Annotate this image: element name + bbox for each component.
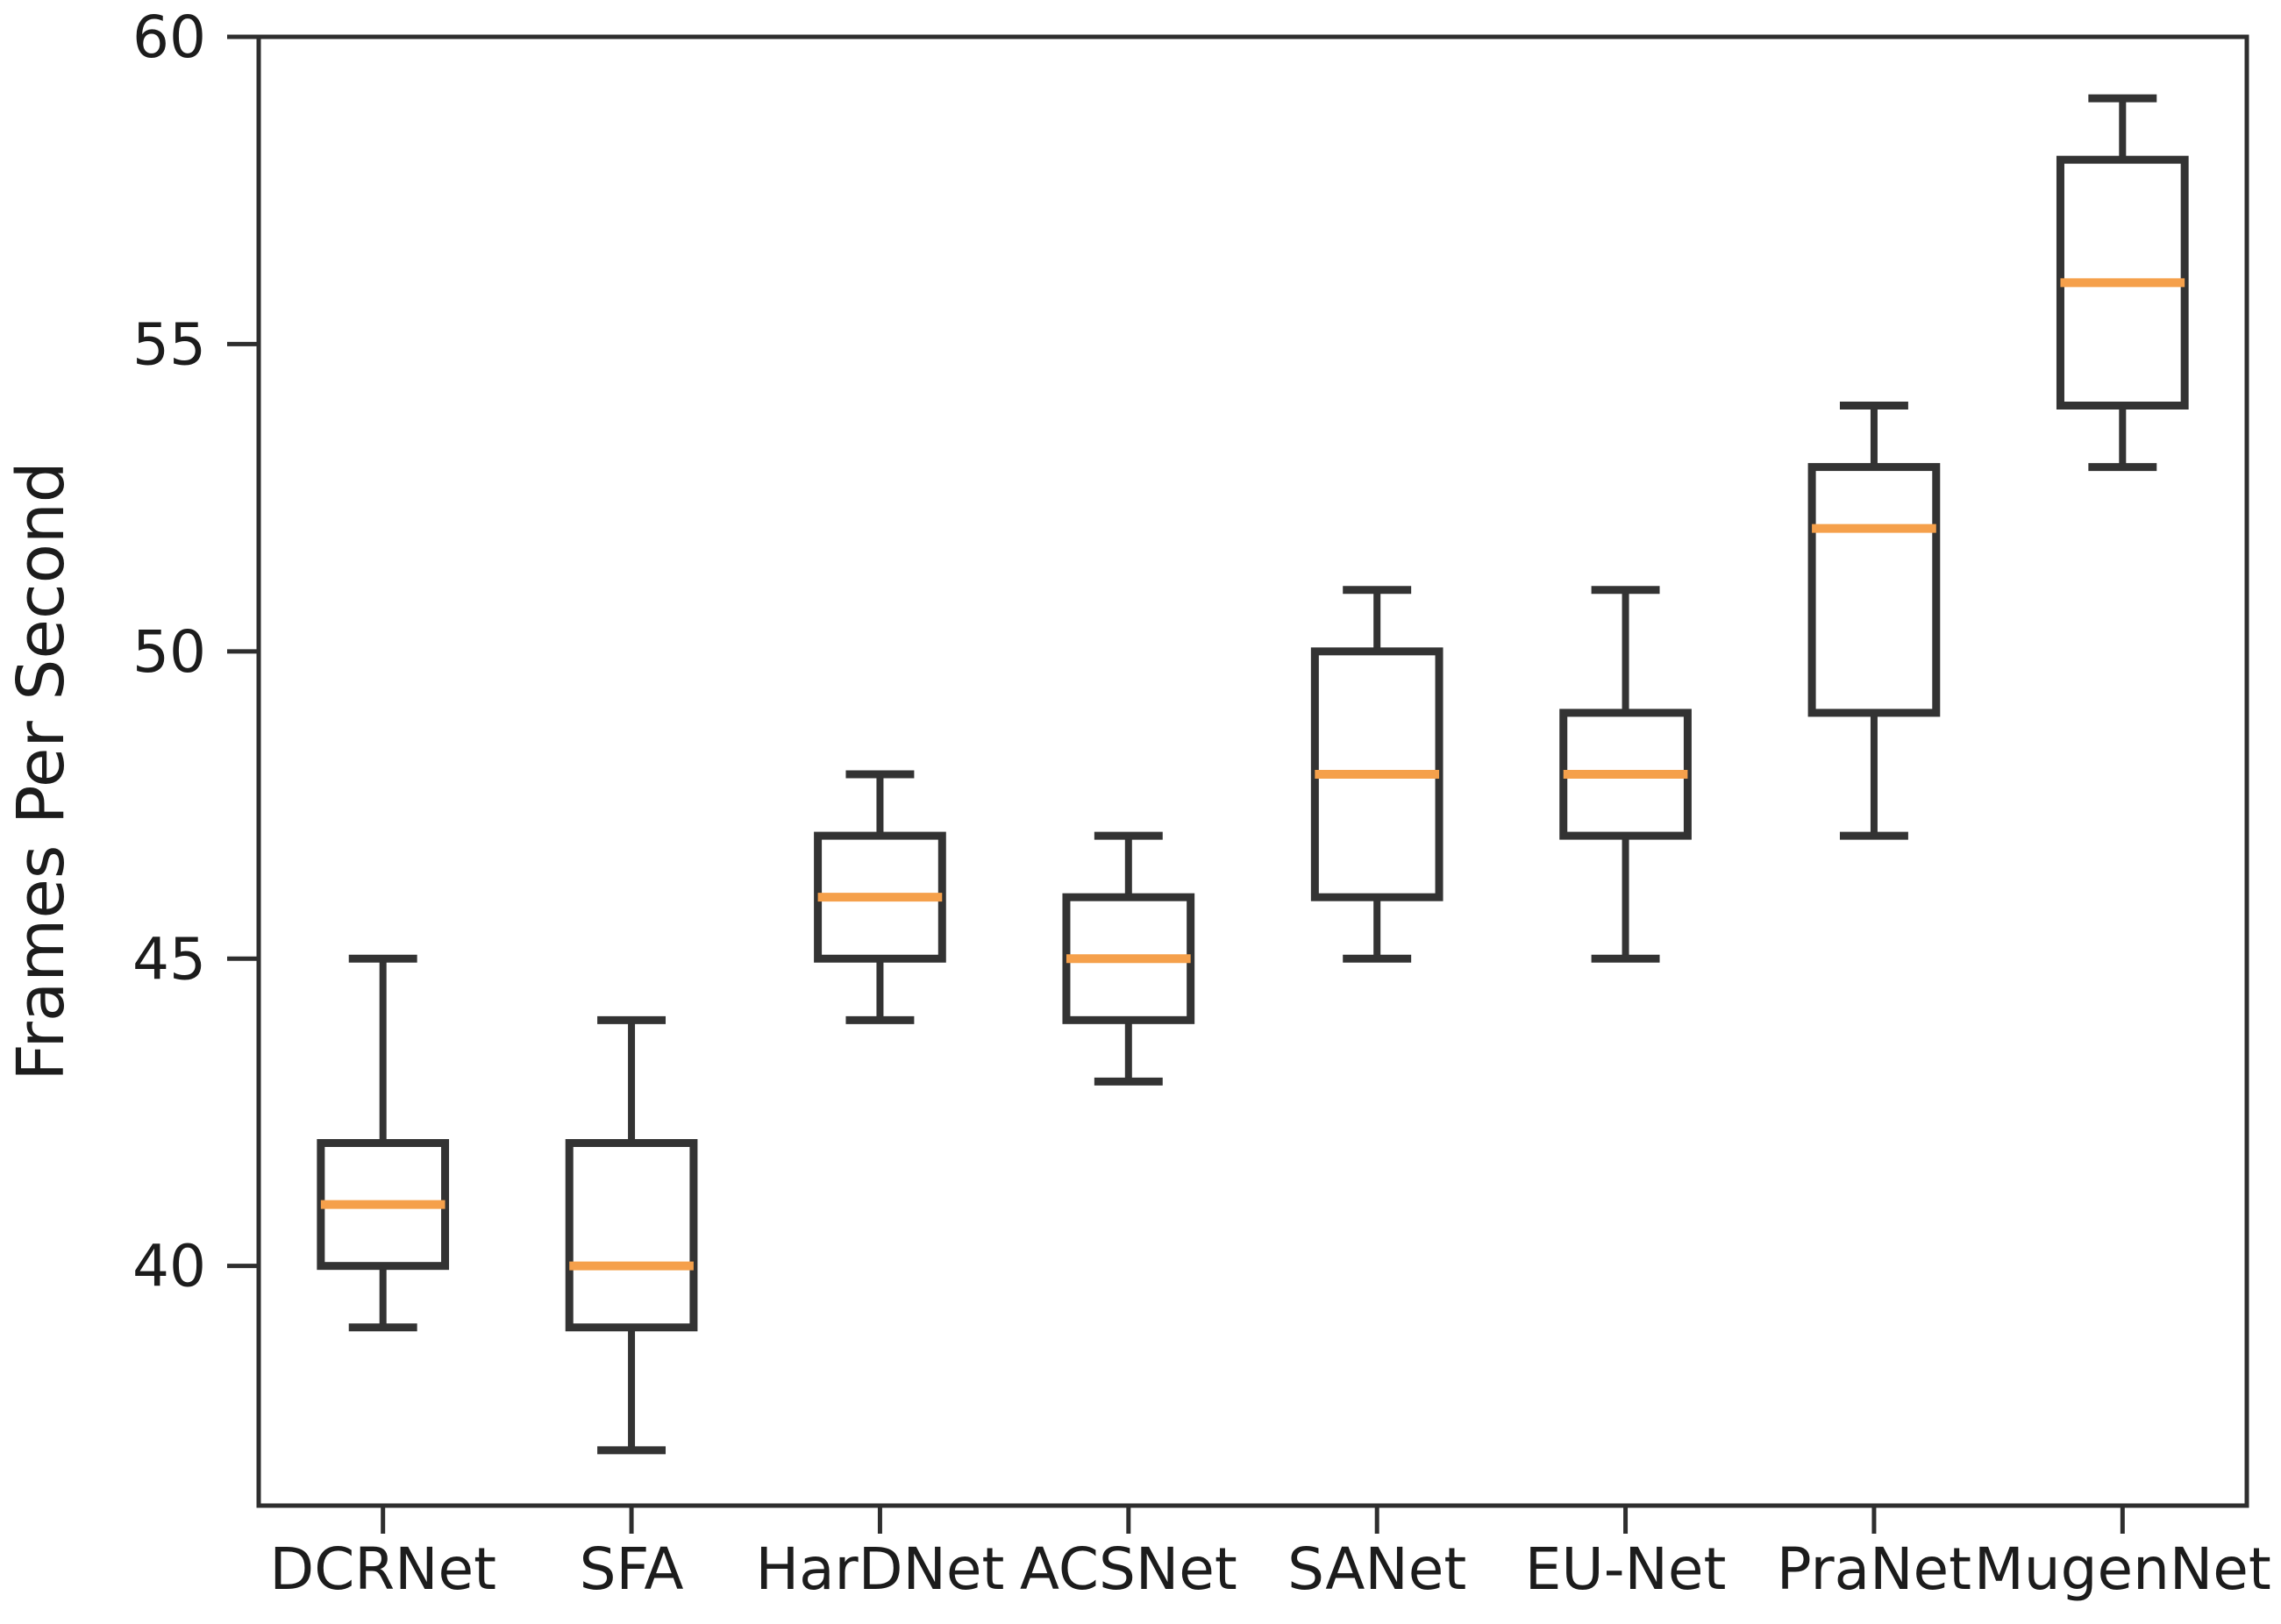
y-tick-label: 60 <box>132 4 206 71</box>
x-tick-label-EU-Net: EU-Net <box>1525 1535 1727 1603</box>
y-axis-label: Frames Per Second <box>4 461 79 1080</box>
y-tick-label: 50 <box>132 618 206 686</box>
y-tick-label: 40 <box>132 1233 206 1300</box>
box-PraNet <box>1807 463 1941 717</box>
x-tick-label-MugenNet: MugenNet <box>1974 1535 2271 1603</box>
x-tick-label-SFA: SFA <box>580 1535 684 1603</box>
x-tick-label-SANet: SANet <box>1287 1535 1466 1603</box>
x-tick-label-DCRNet: DCRNet <box>269 1535 496 1603</box>
plot-border <box>256 34 2249 1508</box>
x-tick-label-PraNet: PraNet <box>1777 1535 1971 1603</box>
x-tick-label-ACSNet: ACSNet <box>1020 1535 1237 1603</box>
y-tick-label: 45 <box>132 925 206 993</box>
box-SFA <box>565 1139 698 1332</box>
x-tick-label-HarDNet: HarDNet <box>755 1535 1004 1603</box>
y-tick-label: 55 <box>132 310 206 378</box>
